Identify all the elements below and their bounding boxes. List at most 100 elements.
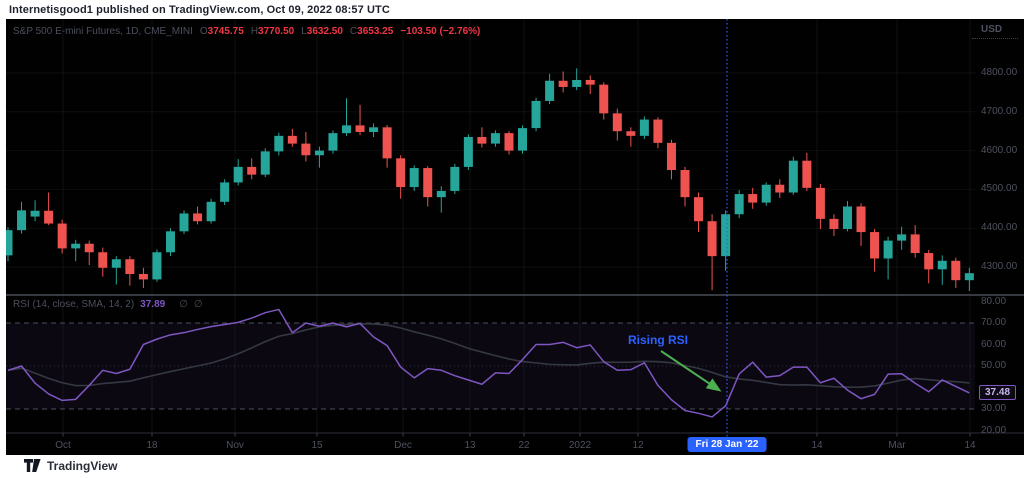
candles[interactable] (4, 68, 974, 292)
candle[interactable] (138, 273, 148, 280)
candle[interactable] (734, 194, 744, 215)
candle[interactable] (287, 135, 297, 144)
candle[interactable] (572, 79, 582, 87)
candle[interactable] (342, 125, 351, 134)
candle[interactable] (17, 210, 27, 231)
candle[interactable] (165, 231, 175, 253)
candle[interactable] (653, 119, 663, 143)
candle[interactable] (220, 182, 230, 202)
candle[interactable] (815, 187, 825, 219)
candle[interactable] (721, 214, 731, 257)
rsi-legend-value: 37.89 (140, 299, 166, 310)
time-axis-label: 18 (146, 440, 158, 451)
candle[interactable] (30, 210, 40, 217)
candle[interactable] (314, 150, 324, 156)
candle[interactable] (44, 210, 54, 224)
rsi-ma-line[interactable] (7, 322, 970, 388)
rsi-line[interactable] (7, 308, 970, 418)
candle[interactable] (870, 232, 880, 259)
candle[interactable] (57, 223, 67, 249)
candle[interactable] (951, 260, 961, 281)
symbol-title[interactable]: S&P 500 E-mini Futures, 1D, CME_MINI (13, 26, 193, 37)
candle[interactable] (842, 206, 852, 229)
candle[interactable] (328, 133, 338, 151)
candle[interactable] (301, 143, 311, 156)
candle[interactable] (111, 259, 121, 268)
candle[interactable] (518, 128, 528, 151)
candle[interactable] (545, 80, 555, 101)
candle[interactable] (964, 273, 974, 281)
candle[interactable] (924, 253, 934, 270)
candle[interactable] (98, 252, 108, 268)
rsi-value-badge: 37.48 (979, 385, 1017, 400)
candle[interactable] (748, 194, 758, 203)
candle[interactable] (274, 135, 284, 152)
rsi-axis-label: 50.00 (981, 360, 1007, 371)
ohlc-values: O3745.75 H3770.50 L3632.50 C3653.25 (193, 26, 393, 37)
price-axis-label: 4800.00 (981, 67, 1018, 78)
candle[interactable] (626, 131, 636, 136)
candle[interactable] (694, 197, 704, 222)
candle[interactable] (612, 113, 622, 132)
candle[interactable] (829, 218, 839, 229)
candle[interactable] (639, 119, 649, 136)
candle[interactable] (910, 234, 920, 254)
candle[interactable] (260, 151, 270, 175)
ohlc-pair: C3653.25 (349, 26, 394, 37)
candle[interactable] (788, 160, 798, 193)
price-axis-label: 4400.00 (981, 222, 1018, 234)
candle[interactable] (355, 125, 365, 132)
time-axis-label: 15 (311, 440, 323, 451)
time-axis-label: 22 (518, 440, 530, 451)
time-axis-label: 13 (464, 440, 476, 451)
candle[interactable] (247, 166, 257, 175)
candle[interactable] (152, 252, 162, 280)
candle[interactable] (233, 166, 243, 183)
candle[interactable] (599, 84, 609, 114)
candle[interactable] (382, 127, 392, 159)
chart-background (6, 19, 1024, 455)
candle[interactable] (369, 127, 379, 132)
time-axis-label: 14 (811, 440, 823, 451)
candle[interactable] (450, 166, 460, 191)
tradingview-logo-icon (24, 459, 41, 472)
price-axis-label: 4600.00 (981, 144, 1018, 156)
candle[interactable] (802, 160, 812, 188)
candle[interactable] (423, 168, 433, 198)
candle[interactable] (531, 100, 541, 129)
candle[interactable] (436, 190, 446, 198)
candle[interactable] (707, 221, 717, 257)
candle[interactable] (775, 184, 785, 193)
candle[interactable] (937, 260, 947, 270)
rsi-title[interactable]: RSI (14, close, SMA, 14, 2) (13, 299, 135, 310)
candle[interactable] (206, 201, 216, 222)
candle[interactable] (504, 133, 514, 151)
candle[interactable] (396, 158, 406, 188)
candle[interactable] (477, 137, 487, 144)
candle[interactable] (84, 243, 94, 253)
candle[interactable] (666, 142, 676, 170)
candle[interactable] (883, 240, 893, 259)
candle[interactable] (680, 170, 690, 198)
candle[interactable] (558, 80, 568, 87)
candle[interactable] (179, 213, 189, 232)
currency-label[interactable]: USD (981, 24, 1003, 35)
candle[interactable] (490, 133, 500, 144)
candle[interactable] (193, 213, 203, 222)
rsi-annotation-label: Rising RSI (628, 333, 689, 347)
candle[interactable] (125, 259, 135, 274)
candle[interactable] (897, 234, 907, 241)
candle[interactable] (761, 184, 771, 203)
candle[interactable] (463, 137, 473, 167)
candle[interactable] (585, 79, 595, 85)
rsi-legend[interactable]: RSI (14, close, SMA, 14, 2) 37.89 ∅ ∅ (13, 299, 203, 310)
candle[interactable] (71, 243, 81, 249)
candle[interactable] (409, 168, 419, 188)
candle[interactable] (856, 206, 866, 233)
time-axis-label: Dec (394, 440, 412, 451)
change-value: −103.50 (−2.76%) (400, 26, 481, 37)
symbol-legend[interactable]: S&P 500 E-mini Futures, 1D, CME_MINI O374… (13, 26, 480, 37)
candle[interactable] (4, 230, 13, 256)
hidden-source-icon: ∅ (193, 299, 203, 310)
